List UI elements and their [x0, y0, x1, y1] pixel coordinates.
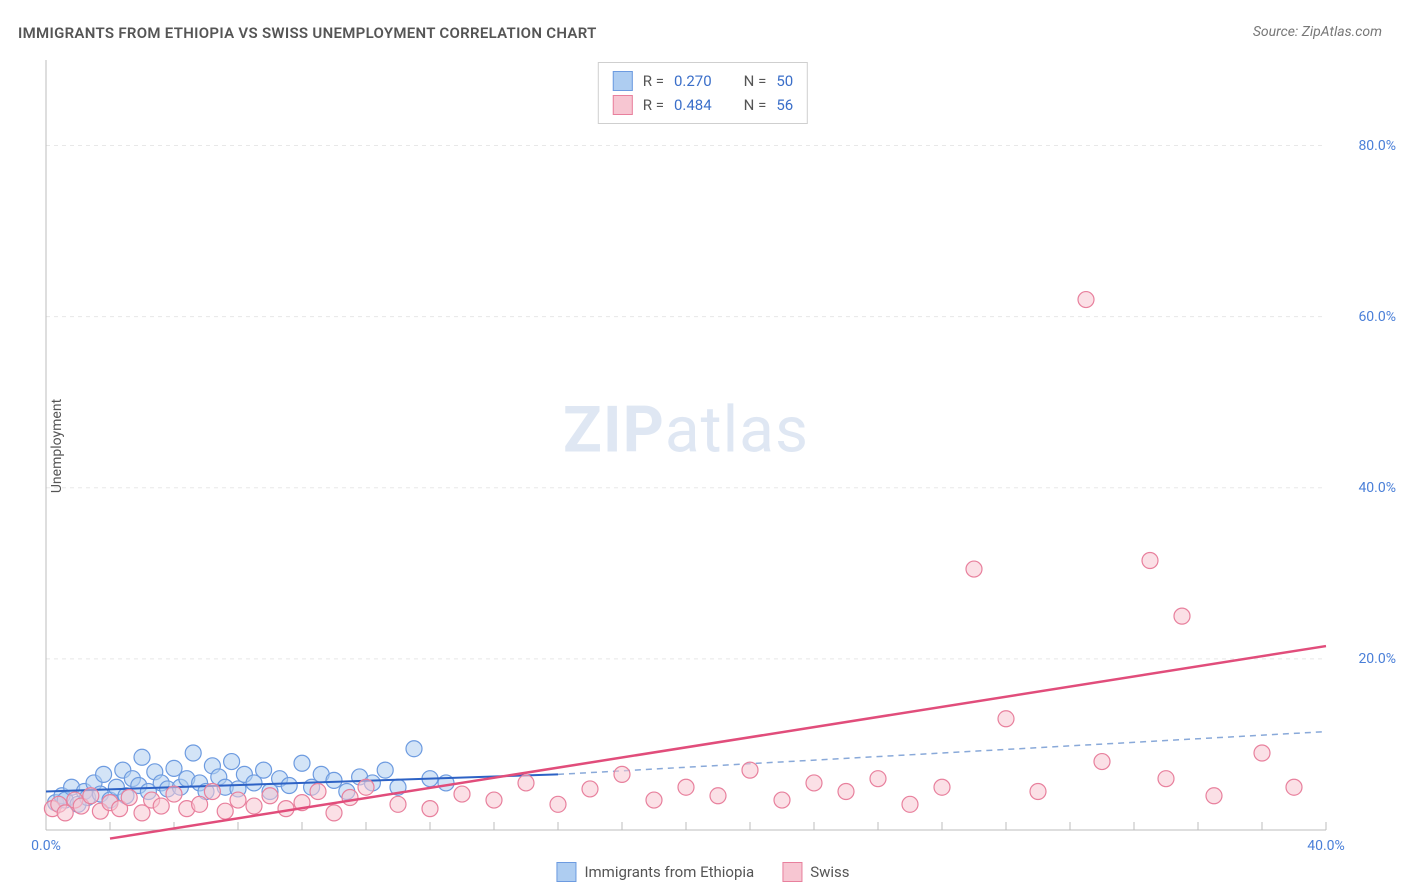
- source-attribution: Source: ZipAtlas.com: [1253, 24, 1382, 40]
- y-tick-label: 80.0%: [1358, 138, 1396, 154]
- legend-series-item: Swiss: [782, 862, 849, 882]
- n-value: 50: [776, 72, 793, 90]
- r-label: R =: [643, 72, 664, 90]
- y-tick-label: 20.0%: [1358, 651, 1396, 667]
- n-value: 56: [776, 96, 793, 114]
- legend-stats: R = 0.270 N = 50 R = 0.484 N = 56: [598, 62, 808, 124]
- r-value: 0.270: [674, 72, 712, 90]
- legend-series-label: Swiss: [810, 863, 849, 881]
- legend-swatch: [556, 862, 576, 882]
- legend-series-label: Immigrants from Ethiopia: [584, 863, 754, 881]
- legend-stats-row: R = 0.270 N = 50: [613, 69, 793, 93]
- plot-area: ZIPatlas 20.0%40.0%60.0%80.0% 0.0%40.0%: [46, 60, 1326, 830]
- chart-title: IMMIGRANTS FROM ETHIOPIA VS SWISS UNEMPL…: [18, 24, 597, 42]
- legend-series-item: Immigrants from Ethiopia: [556, 862, 754, 882]
- r-label: R =: [643, 96, 664, 114]
- r-value: 0.484: [674, 96, 712, 114]
- y-tick-label: 40.0%: [1358, 480, 1396, 496]
- x-tick-label: 40.0%: [1307, 838, 1345, 854]
- y-tick-label: 60.0%: [1358, 309, 1396, 325]
- x-tick-label: 0.0%: [31, 838, 61, 854]
- n-label: N =: [744, 72, 767, 90]
- legend-swatch: [613, 71, 633, 91]
- legend-swatch: [613, 95, 633, 115]
- scatter-chart: [46, 60, 1326, 830]
- legend-series: Immigrants from Ethiopia Swiss: [556, 862, 849, 882]
- legend-stats-row: R = 0.484 N = 56: [613, 93, 793, 117]
- n-label: N =: [744, 96, 767, 114]
- legend-swatch: [782, 862, 802, 882]
